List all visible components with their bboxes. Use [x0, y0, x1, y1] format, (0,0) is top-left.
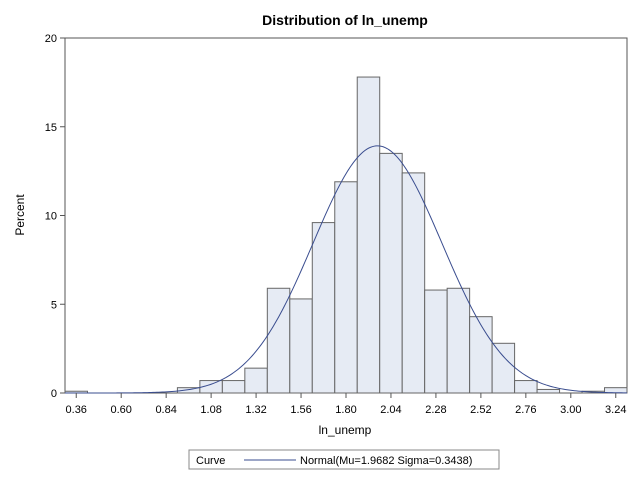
- y-tick-label: 0: [51, 388, 57, 400]
- histogram-bar: [514, 380, 538, 394]
- y-tick-label: 15: [45, 122, 57, 134]
- x-axis: 0.36 0.60 0.84 1.08 1.32 1.56 1.80 2.04 2.28 2.52…: [66, 393, 626, 416]
- histogram-bars: [64, 76, 628, 394]
- x-tick-label: 3.24: [605, 404, 626, 416]
- histogram-bar: [244, 367, 268, 394]
- x-tick-label: 1.80: [335, 404, 356, 416]
- x-tick-label: 3.00: [560, 404, 581, 416]
- histogram-bar: [536, 388, 561, 394]
- histogram-bar: [311, 222, 336, 394]
- x-tick-label: 2.28: [425, 404, 446, 416]
- x-tick-label: 0.84: [155, 404, 176, 416]
- legend: Curve Normal(Mu=1.9682 Sigma=0.3438): [188, 449, 500, 470]
- histogram-bar: [221, 380, 246, 394]
- y-axis: 0 5 10 15 20: [45, 33, 65, 400]
- y-tick-label: 10: [45, 211, 57, 223]
- histogram-bar: [401, 172, 426, 394]
- histogram-bar: [424, 289, 448, 394]
- x-tick-label: 0.36: [66, 404, 87, 416]
- x-tick-label: 2.04: [380, 404, 401, 416]
- histogram-bar: [334, 181, 358, 394]
- legend-header: Curve: [196, 455, 225, 467]
- x-axis-label: ln_unemp: [319, 423, 372, 437]
- x-tick-label: 1.32: [245, 404, 266, 416]
- y-tick-label: 20: [45, 33, 57, 45]
- histogram-bar: [266, 287, 291, 394]
- histogram-bar: [446, 287, 471, 394]
- histogram-bar: [469, 316, 493, 394]
- histogram-bar: [379, 152, 403, 394]
- normal-curve: [65, 145, 628, 394]
- x-tick-label: 1.56: [290, 404, 311, 416]
- legend-box: [188, 449, 500, 470]
- histogram-bar: [491, 342, 516, 394]
- x-tick-label: 2.52: [470, 404, 491, 416]
- y-axis-label: Percent: [13, 194, 27, 236]
- x-tick-label: 1.08: [200, 404, 221, 416]
- chart-title: Distribution of ln_unemp: [262, 12, 428, 28]
- histogram-bar: [356, 76, 381, 394]
- legend-entry: Normal(Mu=1.9682 Sigma=0.3438): [300, 455, 472, 467]
- histogram-bar: [289, 298, 313, 394]
- y-tick-label: 5: [51, 299, 57, 311]
- x-tick-label: 2.76: [515, 404, 536, 416]
- x-tick-label: 0.60: [110, 404, 131, 416]
